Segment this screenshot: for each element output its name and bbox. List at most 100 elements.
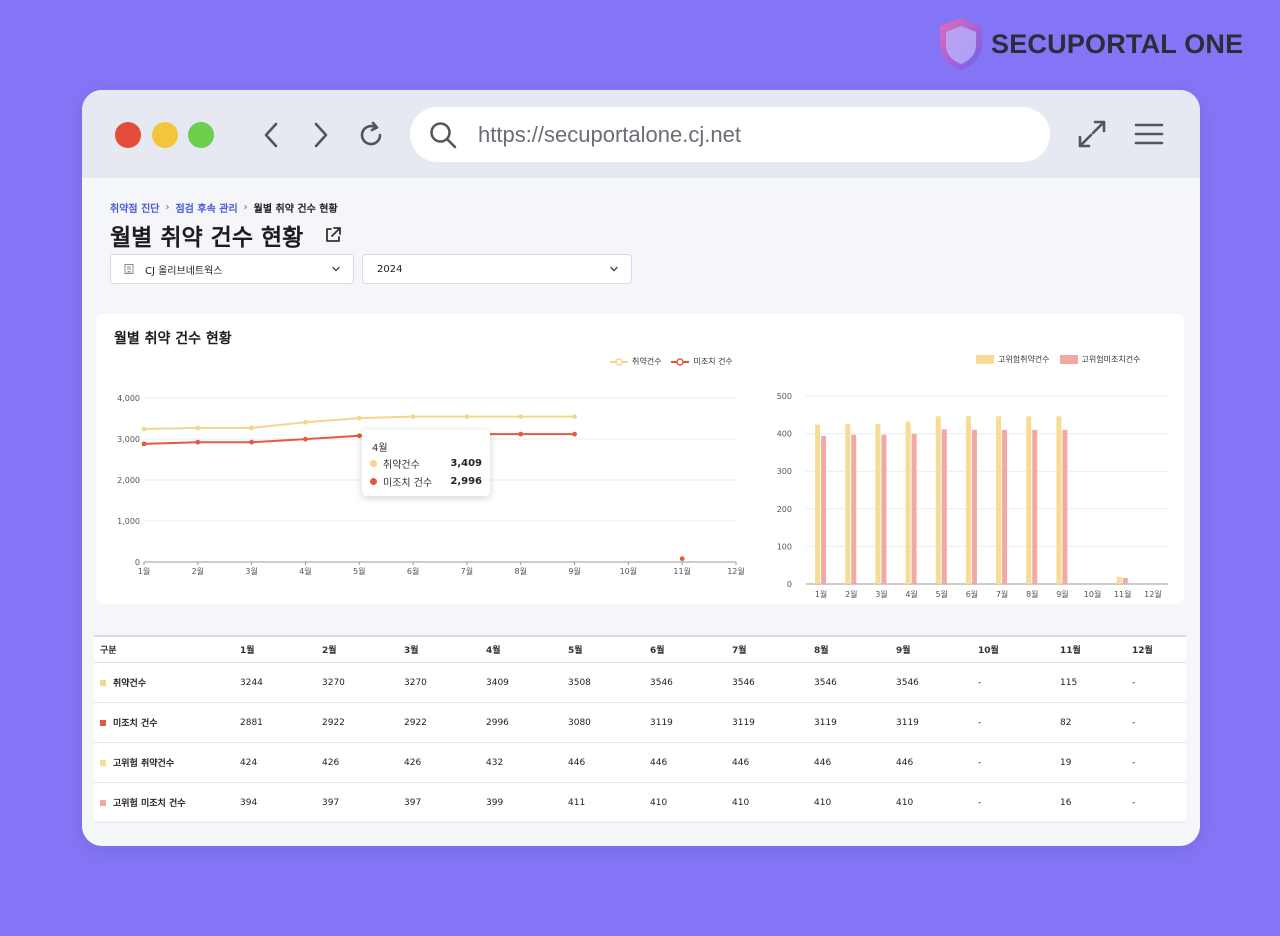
table-header-cell: 5월	[568, 646, 583, 656]
table-cell: 19	[1060, 757, 1072, 768]
x-tick-label: 6월	[407, 566, 419, 576]
table-cell: 2996	[486, 717, 509, 728]
table-cell: 446	[732, 757, 750, 768]
x-tick-label: 5월	[936, 589, 948, 599]
table-cell: 3119	[650, 717, 673, 728]
forward-button[interactable]	[304, 116, 338, 154]
row-color-marker	[100, 759, 106, 766]
table-cell: 446	[896, 757, 914, 768]
chevron-right-icon	[314, 122, 328, 148]
bar	[1002, 429, 1008, 584]
chevron-left-icon	[264, 122, 278, 148]
hamburger-menu-icon[interactable]	[1132, 118, 1166, 150]
x-tick-label: 10월	[1084, 589, 1102, 599]
legend-marker-icon	[671, 357, 690, 366]
close-window-button[interactable]	[115, 122, 141, 148]
address-bar[interactable]: https://secuportalone.cj.net	[410, 107, 1050, 162]
chevron-down-icon	[332, 266, 340, 272]
table-row-label: 취약건수	[100, 663, 146, 702]
bar	[941, 429, 947, 584]
data-point	[303, 436, 308, 442]
bar	[821, 435, 827, 584]
table-header-cell: 12월	[1132, 646, 1153, 656]
table-cell: 411	[568, 797, 586, 808]
maximize-window-button[interactable]	[188, 122, 214, 148]
search-icon	[430, 121, 457, 148]
tooltip-dot	[370, 460, 377, 467]
year-select[interactable]: 2024	[362, 254, 632, 284]
legend-item-high-vuln[interactable]: 고위험취약건수	[976, 354, 1050, 365]
data-point	[249, 425, 255, 431]
breadcrumb-item[interactable]: 취약점 진단	[110, 204, 160, 215]
bar	[971, 429, 977, 584]
table-header-cell: 6월	[650, 646, 665, 656]
tooltip-dot	[370, 478, 377, 485]
bar	[911, 433, 917, 584]
y-tick-label: 1,000	[117, 517, 140, 526]
table-header-cell: 8월	[814, 646, 829, 656]
table-cell: 3508	[568, 677, 591, 688]
breadcrumb-item[interactable]: 점검 후속 관리	[175, 204, 238, 215]
reload-button[interactable]	[354, 116, 388, 154]
bar	[905, 421, 911, 584]
table-cell: 3546	[650, 677, 673, 688]
line-chart-legend: 취약건수 미조치 건수	[600, 356, 733, 367]
y-tick-label: 100	[777, 542, 792, 551]
bar-chart-legend: 고위험취약건수 고위험미조치건수	[966, 354, 1140, 365]
external-link-icon[interactable]	[323, 225, 343, 245]
legend-label: 고위험미조치건수	[1081, 355, 1141, 364]
table-row: 고위험 미조치 건수 394 397 397 399 411 410 410 410 410 - 16…	[94, 783, 1186, 823]
x-tick-label: 12월	[1144, 589, 1162, 599]
org-select-value: CJ 올리브네트웍스	[145, 265, 223, 277]
x-tick-label: 2월	[192, 566, 204, 576]
table-cell: 397	[404, 797, 422, 808]
chart-card: 월별 취약 건수 현황 취약건수 미조치 건수 고위험취약건수 고위험미조치건수…	[96, 314, 1184, 604]
x-tick-label: 7월	[461, 566, 473, 576]
y-tick-label: 3,000	[117, 435, 140, 444]
legend-item-unresolved[interactable]: 미조치 건수	[671, 356, 733, 367]
table-cell: -	[1132, 677, 1136, 688]
back-button[interactable]	[254, 116, 288, 154]
table-header-cell: 3월	[404, 646, 419, 656]
tooltip-row: 미조치 건수 2,996	[370, 474, 482, 489]
page-title: 월별 취약 건수 현황	[110, 218, 343, 252]
x-tick-label: 4월	[905, 589, 917, 599]
x-tick-label: 1월	[815, 589, 827, 599]
legend-item-vuln[interactable]: 취약건수	[610, 356, 661, 367]
legend-item-high-unresolved[interactable]: 고위험미조치건수	[1059, 354, 1141, 365]
table-cell: 3119	[732, 717, 755, 728]
bar	[1062, 429, 1068, 584]
row-label-text: 취약건수	[113, 679, 147, 689]
expand-icon[interactable]	[1076, 118, 1108, 150]
y-tick-label: 2,000	[117, 476, 140, 485]
y-tick-label: 4,000	[117, 394, 140, 403]
table-header-row: 구분 1월 2월 3월 4월 5월 6월 7월 8월 9월 10월 11월 12월	[94, 637, 1186, 663]
y-tick-label: 0	[135, 558, 140, 567]
legend-label: 미조치 건수	[693, 357, 733, 366]
minimize-window-button[interactable]	[152, 122, 178, 148]
data-point	[410, 414, 416, 420]
table-cell: 3546	[732, 677, 755, 688]
table-cell: -	[978, 797, 982, 808]
x-tick-label: 9월	[1056, 589, 1068, 599]
chart-tooltip: 4월 취약건수 3,409 미조치 건수 2,996	[362, 430, 490, 496]
x-tick-label: 11월	[673, 566, 691, 576]
bar	[996, 416, 1002, 584]
table-cell: -	[1132, 717, 1136, 728]
table-cell: 115	[1060, 677, 1078, 688]
data-point	[572, 414, 577, 420]
row-label-text: 미조치 건수	[113, 719, 158, 729]
data-table: 구분 1월 2월 3월 4월 5월 6월 7월 8월 9월 10월 11월 12월 취약건수 3244 327…	[94, 635, 1186, 823]
bar	[1056, 416, 1062, 584]
table-row-label: 미조치 건수	[100, 703, 158, 742]
bar	[1032, 429, 1038, 584]
table-header-cell: 7월	[732, 646, 747, 656]
data-point	[356, 433, 362, 439]
org-select[interactable]: CJ 올리브네트웍스	[110, 254, 354, 284]
table-header-cell: 4월	[486, 646, 501, 656]
table-cell: 2881	[240, 717, 263, 728]
row-color-marker	[100, 799, 106, 806]
page-title-text: 월별 취약 건수 현황	[110, 225, 304, 251]
bar	[965, 416, 971, 584]
bar	[1026, 416, 1032, 584]
